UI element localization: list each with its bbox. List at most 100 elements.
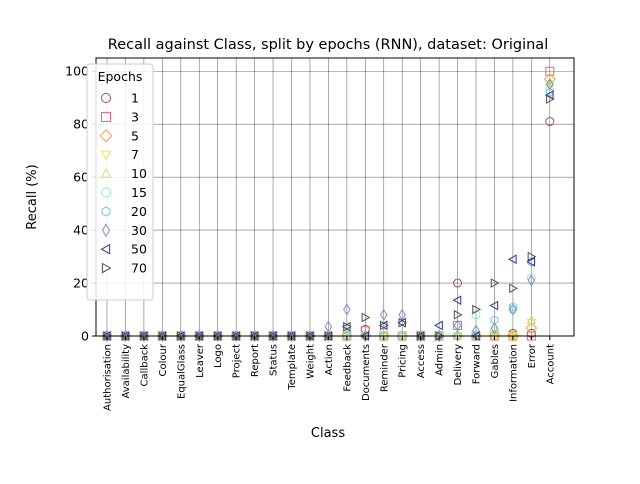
x-tick-label: Forward [472,344,483,384]
x-tick-label: Template [287,344,298,391]
data-point [452,295,462,306]
x-tick-label: Colour [158,343,169,376]
legend-label: 15 [131,185,147,200]
legend-item: 30 [101,223,147,238]
legend: Epochs 1 3 5 7 10 15 20 30 50 70 [86,63,154,301]
chart-title: Recall against Class, split by epochs (R… [108,37,548,53]
legend-marker [101,262,112,274]
legend-item: 10 [100,166,147,181]
legend-title: Epochs [98,69,143,84]
data-point [380,320,389,331]
data-point [361,312,371,323]
x-tick-label: Pricing [398,344,409,378]
data-point [509,283,518,294]
legend-item: 50 [100,242,147,257]
x-tick-label: Action [324,344,335,375]
legend-marker [99,129,113,143]
data-point [269,329,277,343]
legend-item: 20 [101,204,147,219]
legend-item: 7 [100,147,139,162]
data-point [250,329,259,343]
y-tick-label: 20 [73,276,89,291]
y-tick-label: 0 [81,329,89,344]
data-point [546,78,554,91]
legend-marker [101,111,111,122]
legend-box [86,63,154,301]
legend-item: 70 [101,261,147,276]
data-point [527,251,537,262]
data-point [545,66,555,76]
legend-label: 20 [131,204,147,219]
data-point [453,309,463,320]
x-tick-label: Project [232,344,243,378]
legend-item: 1 [101,91,139,106]
x-tick-label: Documents [361,344,372,401]
legend-marker [100,150,112,161]
x-tick-label: Availability [121,344,132,399]
x-tick-label: Leaver [195,343,206,378]
data-point [287,329,296,343]
data-point [361,329,370,343]
data-point [545,117,555,127]
axis-ticks: Authorisation Availability Callback Colour E… [65,64,556,411]
data-point [177,329,185,343]
x-tick-label: Gables [490,344,501,378]
legend-item: 15 [101,185,147,200]
data-point [434,320,443,331]
data-point [471,310,481,320]
x-tick-label: EqualGlass [176,344,187,399]
data-point [544,76,555,86]
data-point [490,315,499,325]
data-point [195,329,204,343]
data-point [472,304,482,315]
data-point [343,321,352,332]
x-tick-label: Status [269,344,280,376]
data-point [507,254,517,265]
data-point [490,321,499,335]
x-tick-label: Information [508,344,519,402]
data-point [379,308,388,321]
legend-label: 30 [131,223,147,238]
legend-marker [101,93,111,103]
x-tick-label: Feedback [342,344,353,392]
data-point [158,329,167,343]
legend-label: 7 [131,147,139,162]
series-epochs-30 [103,78,554,343]
data-point [526,273,536,283]
legend-label: 1 [131,91,139,106]
data-point [546,94,555,104]
legend-label: 10 [131,166,147,181]
data-point [526,257,536,267]
x-tick-label: Authorisation [103,344,114,411]
data-point [343,303,351,316]
data-point [324,320,333,333]
x-tick-label: Weight [305,344,316,379]
y-tick-label: 40 [73,223,89,238]
legend-label: 5 [131,128,139,143]
data-point [103,329,111,343]
data-point [525,322,538,334]
legend-label: 3 [131,109,139,124]
data-point [508,302,517,312]
legend-marker [101,187,111,198]
data-point [489,326,499,336]
data-point [509,303,517,316]
y-tick-label: 80 [73,117,89,132]
x-tick-label: Account [545,344,556,384]
y-tick-label: 100 [65,64,89,79]
data-point [453,320,463,330]
x-tick-label: Logo [213,344,224,368]
data-point [508,305,518,315]
data-point [140,329,148,343]
data-point [489,300,499,311]
data-point [306,329,314,343]
x-tick-label: Report [250,344,261,377]
legend-item: 3 [101,109,139,124]
data-point [416,329,425,343]
x-tick-label: Error [527,343,538,368]
data-point [213,329,222,343]
data-point [490,278,500,288]
data-point [545,85,555,95]
y-tick-label: 60 [73,170,89,185]
